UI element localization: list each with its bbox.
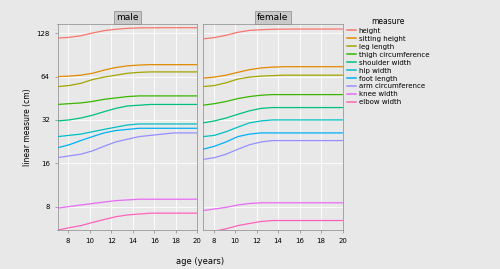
Legend: height, sitting height, leg length, thigh circumference, shoulder width, hip wid: height, sitting height, leg length, thig… [348,17,429,105]
Title: female: female [257,13,288,22]
Y-axis label: linear measure (cm): linear measure (cm) [24,88,32,166]
Text: age (years): age (years) [176,257,224,266]
Title: male: male [116,13,138,22]
